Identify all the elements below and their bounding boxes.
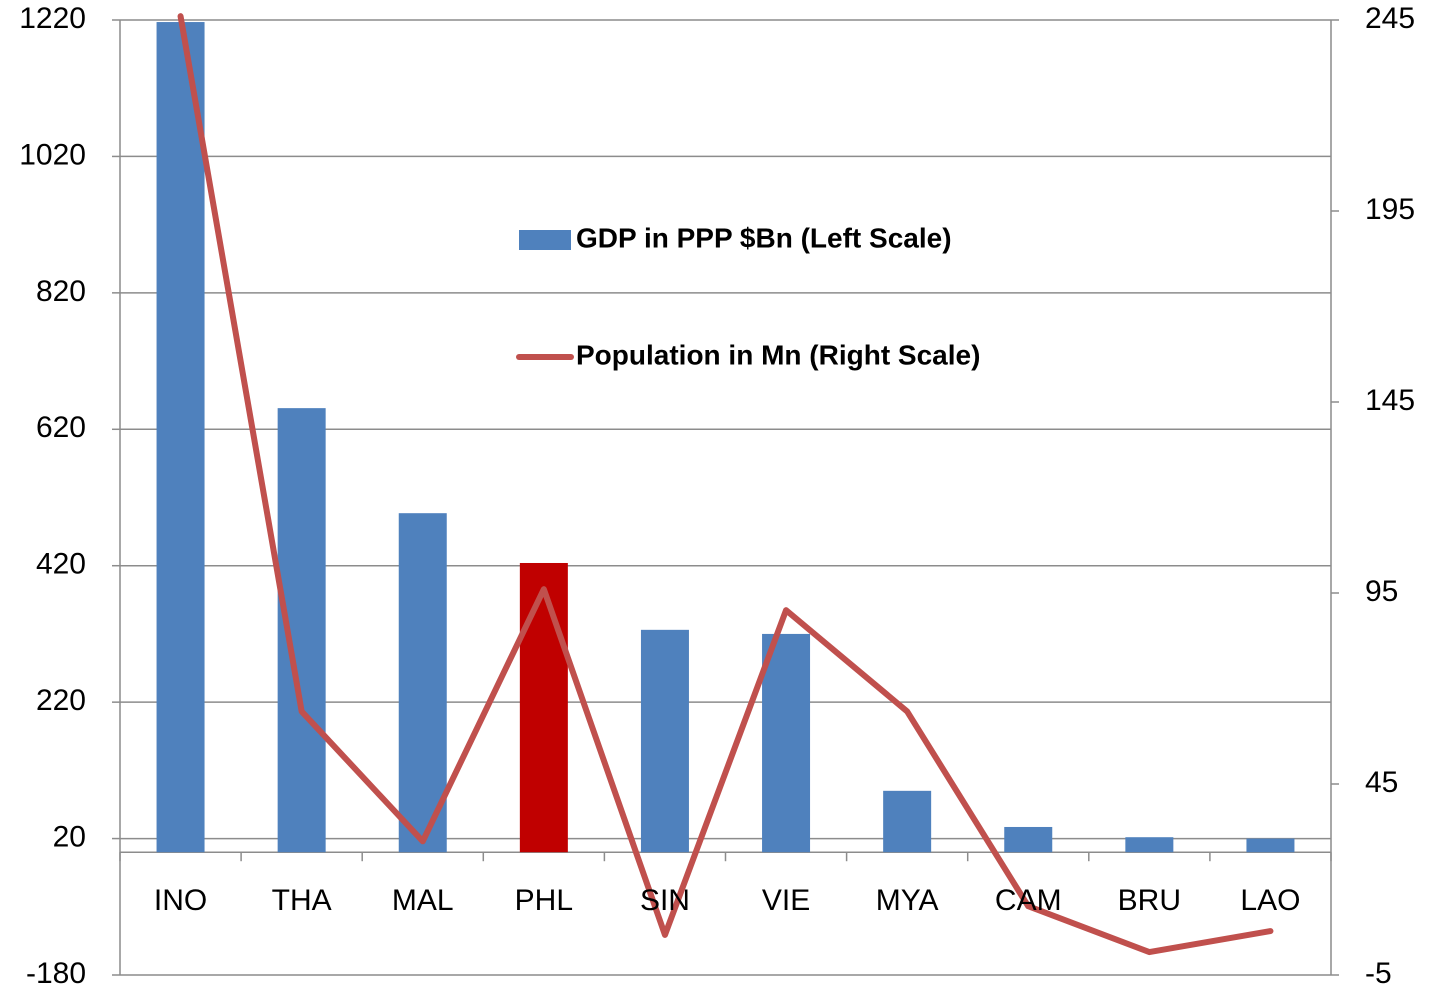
legend-swatch	[519, 230, 571, 250]
y-tick-label: 1020	[19, 138, 86, 171]
line	[177, 13, 1274, 956]
x-tick-label: SIN	[640, 884, 690, 917]
y-tick-label: -180	[26, 957, 86, 990]
x-tick-label: THA	[272, 884, 332, 917]
x-tick-label: CAM	[995, 884, 1062, 917]
bar	[156, 22, 205, 853]
bar	[1246, 838, 1295, 853]
y2-tick-label: 245	[1365, 2, 1415, 35]
x-tick-label: INO	[154, 884, 207, 917]
bar	[762, 633, 811, 853]
x-tick-label: LAO	[1240, 884, 1300, 917]
x-tick-label: VIE	[762, 884, 810, 917]
y-tick-label: 20	[53, 820, 86, 853]
x-tick-label: PHL	[515, 884, 573, 917]
y2-tick-label: 95	[1365, 575, 1398, 608]
legend-label: GDP in PPP $Bn (Left Scale)	[576, 222, 952, 253]
y-tick-label: 1220	[19, 2, 86, 35]
x-tick-label: MAL	[392, 884, 454, 917]
y-tick-label: 420	[36, 548, 86, 581]
legend-label: Population in Mn (Right Scale)	[576, 339, 980, 370]
bar	[1004, 826, 1053, 853]
x-tick-label: MYA	[876, 884, 939, 917]
y2-tick-label: 145	[1365, 384, 1415, 417]
bar	[883, 790, 932, 853]
y-tick-label: 820	[36, 275, 86, 308]
y-tick-label: 620	[36, 411, 86, 444]
y2-tick-label: -5	[1365, 957, 1392, 990]
x-tick-label: BRU	[1118, 884, 1181, 917]
y-tick-label: 220	[36, 684, 86, 717]
bar	[1125, 837, 1174, 853]
bar	[640, 629, 689, 853]
bar	[519, 562, 568, 853]
y2-tick-label: 45	[1365, 766, 1398, 799]
bar	[398, 513, 447, 853]
y2-tick-label: 195	[1365, 193, 1415, 226]
